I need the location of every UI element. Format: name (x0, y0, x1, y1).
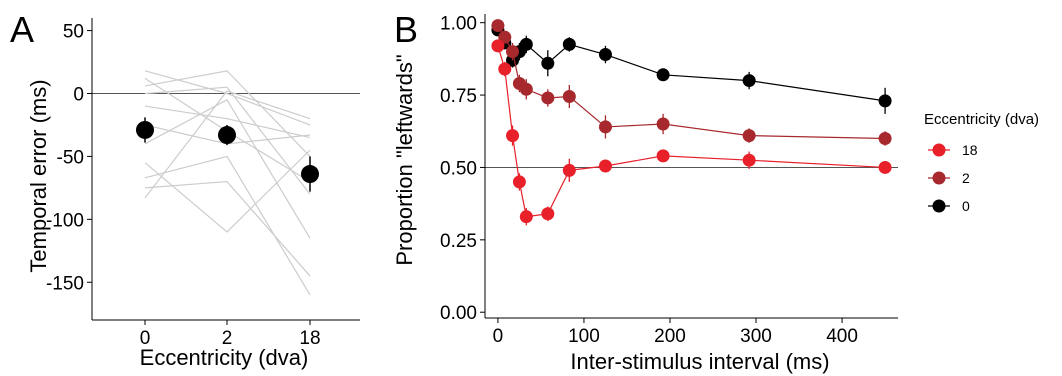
panel-a-participant-line-8 (144, 155, 311, 296)
panel-b-point-2 (562, 90, 576, 104)
panel-a-participant-line-2 (144, 70, 311, 157)
panel-a-participant-line-9 (144, 180, 311, 277)
panel-b-x-tick-label: 300 (740, 326, 772, 347)
panel-b-point-18 (562, 163, 576, 177)
panel-b-point-18 (519, 210, 533, 224)
panel-b-y-tick-label: 0.75 (440, 86, 477, 107)
panel-b-point-0 (656, 68, 670, 82)
panel-b-point-0 (519, 37, 533, 51)
panel-a-participant-line-0 (144, 70, 311, 126)
panel-a-x-tick-label: 2 (222, 328, 233, 349)
panel-a-x-tick-label: 18 (299, 328, 320, 349)
legend-title: Eccentricity (dva) (924, 111, 1039, 128)
panel-b-x-axis-title: Inter-stimulus interval (ms) (570, 349, 829, 374)
panel-a-mean-point-0 (136, 120, 154, 139)
panel-b-point-2 (656, 117, 670, 131)
legend-swatch-18 (932, 143, 946, 157)
panel-a-y-tick-label: -150 (46, 273, 84, 294)
panel-b-point-2 (742, 129, 756, 143)
panel-a-y-tick-label: -100 (46, 210, 84, 231)
panel-b-point-2 (878, 131, 892, 145)
panel-b-x-tick-label: 200 (654, 326, 686, 347)
panel-b: B 0.00 0.25 0.50 0.75 1.00 0 100 200 300 400 Inte… (392, 9, 898, 374)
panel-b-x-tick-label: 100 (568, 326, 600, 347)
panel-a-participant-line-10 (144, 90, 311, 199)
panel-b-y-tick-label: 1.00 (440, 14, 477, 35)
panel-b-point-18 (656, 149, 670, 163)
panel-a-mean-point-18 (301, 165, 319, 184)
panel-b-x-tick-label: 0 (493, 326, 504, 347)
panel-a-participant-line-4 (144, 105, 311, 139)
panel-b-point-0 (598, 48, 612, 62)
panel-b-point-0 (742, 74, 756, 88)
panel-a-plot-area: 50 0 -50 -100 -150 0 2 18 (46, 18, 360, 349)
panel-b-series-line-0 (497, 29, 886, 102)
panel-b-y-axis-title: Proportion "leftwards" (392, 54, 417, 265)
panel-b-point-0 (878, 94, 892, 108)
panel-b-y-tick-label: 0.50 (440, 158, 477, 179)
panel-a-participant-line-3 (144, 86, 311, 195)
legend-label-2: 2 (962, 170, 970, 186)
panel-a-mean-point-2 (218, 126, 236, 145)
panel-b-series-line-2 (497, 25, 886, 140)
panel-b-y-tick-label: 0.25 (440, 231, 477, 252)
panel-b-point-18 (498, 62, 512, 76)
panel-b-point-0 (562, 37, 576, 51)
panel-a-x-axis-title: Eccentricity (dva) (140, 345, 309, 370)
panel-b-point-2 (519, 82, 533, 96)
panel-a-y-axis-title: Temporal error (ms) (26, 79, 51, 272)
panel-b-point-2 (491, 19, 505, 33)
legend-swatch-0 (932, 199, 946, 213)
panel-b-point-18 (512, 175, 526, 189)
legend-swatch-2 (932, 171, 946, 185)
panel-b-y-tick-label: 0.00 (440, 303, 477, 324)
panel-b-plot-area: 0.00 0.25 0.50 0.75 1.00 0 100 200 300 400 (440, 14, 898, 347)
panel-b-point-18 (878, 160, 892, 174)
panel-b-point-2 (506, 45, 520, 59)
panel-a-participant-line-6 (144, 98, 311, 239)
panel-b-series-line-18 (497, 45, 886, 218)
panel-label-a: A (10, 9, 34, 50)
panel-label-b: B (394, 9, 418, 50)
legend-label-0: 0 (962, 198, 970, 214)
panel-b-point-0 (541, 56, 555, 70)
panel-a-y-tick-label: 0 (73, 85, 84, 106)
panel-b-point-18 (742, 153, 756, 167)
panel-b-point-18 (541, 207, 555, 221)
legend-label-18: 18 (962, 142, 978, 158)
panel-b-point-2 (498, 30, 512, 44)
panel-b-point-2 (598, 120, 612, 134)
panel-a-y-tick-label: -50 (57, 147, 84, 168)
panel-b-point-18 (491, 39, 505, 53)
panel-b-x-tick-label: 400 (826, 326, 858, 347)
panel-b-point-18 (506, 129, 520, 143)
panel-a-y-tick-label: 50 (63, 22, 84, 43)
panel-b-point-2 (541, 91, 555, 105)
panel-b-point-18 (598, 159, 612, 173)
panel-a-x-tick-label: 0 (140, 328, 151, 349)
